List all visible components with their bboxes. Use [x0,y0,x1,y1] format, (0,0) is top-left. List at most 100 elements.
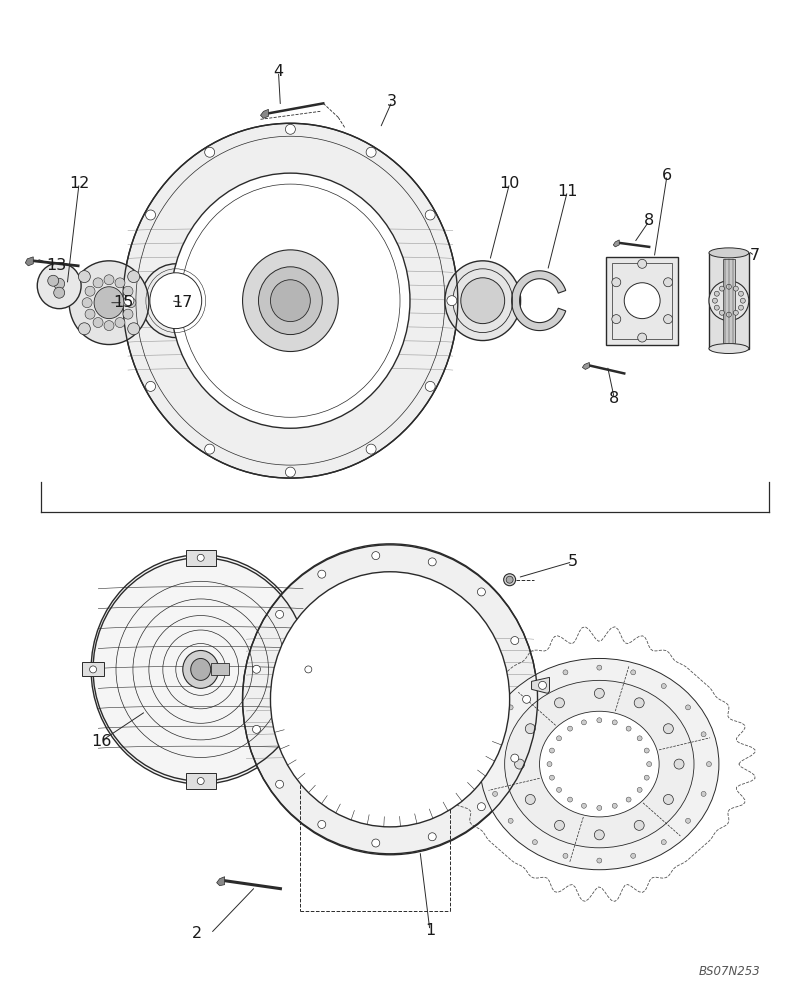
Circle shape [145,381,156,391]
Circle shape [567,797,573,802]
Text: 1: 1 [425,923,435,938]
Ellipse shape [461,278,505,324]
Text: 8: 8 [609,391,620,406]
Circle shape [506,576,513,583]
Circle shape [53,278,65,289]
Polygon shape [260,109,268,118]
Circle shape [204,147,215,157]
Circle shape [523,695,531,703]
Circle shape [253,665,260,673]
Circle shape [197,554,204,561]
Circle shape [663,315,672,324]
Polygon shape [186,773,216,789]
Circle shape [701,732,706,737]
Circle shape [93,318,103,328]
Circle shape [646,762,651,767]
Circle shape [478,588,486,596]
Bar [612,263,672,339]
Circle shape [638,259,646,268]
Ellipse shape [191,658,211,680]
Circle shape [734,286,739,291]
Circle shape [126,298,136,308]
Circle shape [739,305,743,310]
Ellipse shape [69,261,149,345]
Circle shape [554,820,565,830]
Circle shape [204,444,215,454]
Polygon shape [82,662,104,676]
Ellipse shape [505,680,694,848]
Circle shape [719,286,725,291]
Circle shape [706,762,711,767]
Ellipse shape [709,248,749,258]
Circle shape [285,124,296,134]
Circle shape [372,552,380,560]
Circle shape [366,444,376,454]
Text: 16: 16 [90,734,112,749]
Circle shape [532,684,537,689]
Text: 6: 6 [662,168,672,183]
Ellipse shape [123,123,458,478]
Circle shape [663,278,672,287]
Circle shape [701,791,706,796]
Polygon shape [183,260,242,332]
Circle shape [638,736,642,741]
Text: 11: 11 [558,184,578,199]
Polygon shape [532,677,549,693]
Circle shape [563,853,568,858]
Circle shape [612,315,621,324]
Text: 2: 2 [191,926,202,941]
Circle shape [508,818,513,823]
Circle shape [276,610,284,618]
Circle shape [714,305,719,310]
Circle shape [276,780,284,788]
Circle shape [48,275,59,286]
Circle shape [508,705,513,710]
Circle shape [128,271,140,283]
Circle shape [597,858,602,863]
Ellipse shape [271,572,510,827]
Text: 12: 12 [69,176,90,191]
Circle shape [123,286,133,296]
Circle shape [428,833,436,841]
Circle shape [597,665,602,670]
Circle shape [685,705,691,710]
Ellipse shape [242,545,537,854]
Circle shape [554,698,565,708]
Circle shape [372,839,380,847]
Ellipse shape [91,555,310,784]
Circle shape [634,698,644,708]
Circle shape [626,797,631,802]
Circle shape [634,820,644,830]
Polygon shape [217,877,225,886]
Circle shape [661,684,667,689]
Polygon shape [25,257,33,266]
Circle shape [612,720,617,725]
Circle shape [85,286,95,296]
Circle shape [625,283,660,319]
Circle shape [478,803,486,811]
Circle shape [709,281,749,321]
Text: 4: 4 [273,64,284,79]
Circle shape [305,666,312,673]
Circle shape [567,726,573,731]
Circle shape [515,759,524,769]
Circle shape [674,759,684,769]
Polygon shape [583,362,589,369]
Circle shape [557,736,562,741]
Circle shape [511,637,519,645]
Circle shape [115,278,125,288]
Circle shape [104,321,114,331]
Ellipse shape [94,287,124,319]
Circle shape [366,147,376,157]
Circle shape [597,805,602,810]
Polygon shape [243,183,309,253]
Ellipse shape [540,711,659,817]
Circle shape [612,278,621,287]
Circle shape [511,754,519,762]
Circle shape [53,287,65,298]
Circle shape [525,794,535,804]
Circle shape [597,718,602,723]
Ellipse shape [37,263,81,309]
Circle shape [582,803,587,808]
Ellipse shape [183,650,219,688]
